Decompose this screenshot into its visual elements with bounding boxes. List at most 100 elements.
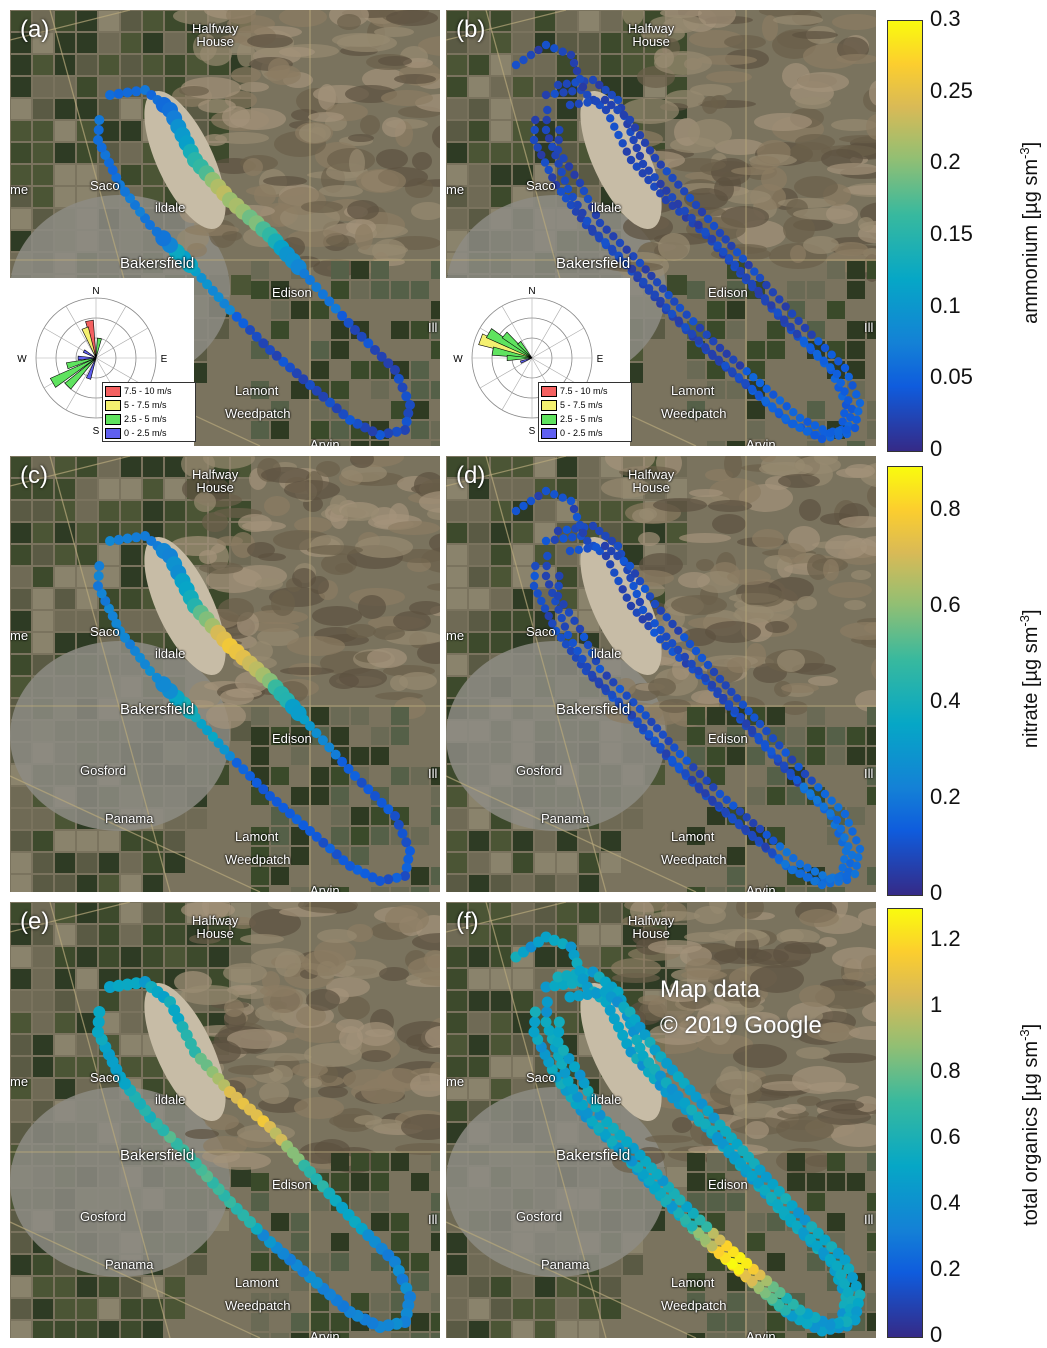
route-sample-marker xyxy=(100,150,111,160)
route-sample-marker xyxy=(658,730,668,739)
route-sample-marker xyxy=(848,827,857,836)
route-sample-marker xyxy=(747,279,757,289)
route-sample-marker xyxy=(590,987,602,999)
route-sample-marker xyxy=(727,687,736,697)
route-sample-marker xyxy=(703,660,713,670)
route-sample-marker xyxy=(744,706,753,716)
route-sample-marker xyxy=(131,86,142,97)
wind-rose-petal xyxy=(65,357,97,370)
route-sample-marker xyxy=(594,677,603,686)
wind-rose-petal xyxy=(64,357,97,390)
route-sample-marker xyxy=(746,1170,758,1182)
route-sample-marker xyxy=(93,135,103,145)
route-sample-marker xyxy=(767,301,776,310)
route-sample-marker xyxy=(850,869,860,879)
wind-rose-inset: N E S W 7.5 - 10 m/s 5 - 7.5 m/s 2.5 - 5 m/s 0 … xyxy=(446,278,632,446)
route-sample-marker xyxy=(92,1016,105,1028)
route-sample-marker xyxy=(265,345,275,355)
route-sample-marker xyxy=(834,803,843,812)
route-sample-marker xyxy=(680,633,689,642)
route-sample-marker xyxy=(231,757,242,768)
place-label-edison: Edison xyxy=(708,285,748,300)
route-sample-marker xyxy=(519,55,528,65)
route-sample-marker xyxy=(640,138,650,147)
route-sample-marker xyxy=(715,343,725,353)
route-sample-marker xyxy=(557,167,566,177)
route-sample-marker xyxy=(715,789,725,799)
route-sample-marker xyxy=(291,368,302,379)
route-sample-marker xyxy=(668,173,677,183)
route-sample-marker xyxy=(724,254,734,263)
route-sample-marker xyxy=(787,309,797,318)
route-sample-marker xyxy=(673,1207,685,1219)
route-sample-marker xyxy=(826,809,835,818)
route-sample-marker xyxy=(606,560,615,569)
route-sample-marker xyxy=(800,769,810,779)
place-label-gosford: Gosford xyxy=(516,1209,563,1224)
colorbar-tick: 0.1 xyxy=(930,292,961,318)
route-sample-marker xyxy=(650,599,660,609)
route-sample-marker xyxy=(325,397,335,408)
place-label-ill: Ill xyxy=(864,1212,874,1227)
route-sample-marker xyxy=(773,1185,785,1197)
route-sample-marker xyxy=(662,749,671,758)
route-sample-marker xyxy=(613,1021,624,1033)
route-sample-marker xyxy=(541,536,551,546)
route-sample-marker xyxy=(115,180,125,190)
route-sample-marker xyxy=(576,1099,588,1111)
route-sample-marker xyxy=(843,1263,855,1275)
satellite-map xyxy=(10,10,440,446)
route-sample-marker xyxy=(245,771,255,781)
legend-label: 0 - 2.5 m/s xyxy=(560,428,603,438)
route-sample-marker xyxy=(852,415,861,424)
route-sample-marker xyxy=(337,756,348,767)
route-sample-marker xyxy=(767,848,777,857)
route-sample-marker xyxy=(583,662,592,672)
route-sample-marker xyxy=(675,749,685,759)
place-label-saco: Saco xyxy=(526,178,556,193)
route-sample-marker xyxy=(656,742,665,752)
route-sample-marker xyxy=(251,331,262,342)
route-sample-marker xyxy=(534,491,543,501)
route-sample-marker xyxy=(818,871,827,880)
route-sample-marker xyxy=(847,404,857,414)
route-sample-marker xyxy=(850,423,860,433)
route-sample-marker xyxy=(722,349,731,358)
route-sample-marker xyxy=(701,1221,713,1233)
route-sample-marker xyxy=(638,605,648,615)
route-sample-marker xyxy=(105,536,115,546)
wind-rose-spoke xyxy=(501,357,533,411)
legend-swatch xyxy=(541,385,557,397)
place-label-me: me xyxy=(10,1074,29,1089)
route-sample-marker xyxy=(634,1149,646,1161)
route-sample-marker xyxy=(838,417,847,426)
route-sample-marker xyxy=(405,846,415,856)
route-sample-marker xyxy=(608,1013,620,1025)
panel-label: (e) xyxy=(20,908,50,935)
route-sample-marker xyxy=(563,184,573,194)
route-sample-marker xyxy=(692,1111,704,1123)
route-sample-marker xyxy=(721,361,730,370)
route-sample-marker xyxy=(613,1142,625,1154)
route-sample-marker xyxy=(238,764,249,775)
route-sample-marker xyxy=(586,1115,598,1127)
route-sample-marker xyxy=(595,218,605,228)
route-sample-marker xyxy=(755,378,765,388)
route-sample-marker xyxy=(750,713,759,722)
place-label-arvin: Arvin xyxy=(746,883,776,892)
wind-rose-petal xyxy=(82,349,97,359)
wind-rose-spoke xyxy=(531,305,563,359)
place-label-oildale: ildale xyxy=(155,200,186,215)
route-sample-marker xyxy=(787,755,797,764)
route-sample-marker xyxy=(840,363,850,373)
route-sample-marker xyxy=(762,830,771,839)
route-sample-marker xyxy=(531,561,540,571)
route-sample-marker xyxy=(727,241,736,251)
route-sample-marker xyxy=(562,1075,574,1087)
route-sample-marker xyxy=(694,782,703,791)
route-sample-marker xyxy=(558,47,567,56)
place-label-me: me xyxy=(10,628,29,643)
wind-rose-spoke xyxy=(531,327,585,359)
route-sample-marker xyxy=(615,684,625,694)
route-sample-marker xyxy=(812,349,822,359)
